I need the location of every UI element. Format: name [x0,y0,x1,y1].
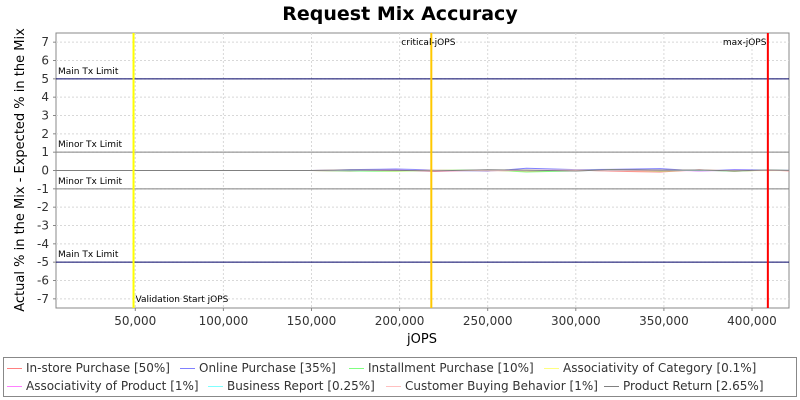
x-tick-label: 250,000 [463,314,513,328]
legend-item: Business Report [0.25%] [208,379,375,393]
marker-label: critical-jOPS [401,38,455,48]
legend-swatch [349,367,364,369]
legend-item: Associativity of Category [0.1%] [544,361,756,375]
limit-line-label: Minor Tx Limit [58,140,123,150]
y-tick-label: 5 [41,72,49,86]
x-tick-label: 350,000 [639,314,689,328]
marker-lines: Validation Start jOPS critical-jOPS max-jO… [132,33,769,308]
series-lines [56,167,790,173]
y-tick-label: 0 [41,164,49,178]
legend-label: Online Purchase [35%] [199,361,336,375]
limit-lines: Main Tx Limit Minor Tx Limit Minor Tx Limi… [56,67,789,263]
x-tick-label: 200,000 [375,314,425,328]
legend-label: Associativity of Category [0.1%] [563,361,757,375]
limit-line-label: Main Tx Limit [58,67,119,77]
x-axis-ticks: 50,000 100,000 150,000 200,000 250,000 300,00… [114,308,777,328]
legend-swatch [604,385,619,387]
marker-label: Validation Start jOPS [136,295,229,305]
x-axis-label: jOPS [406,332,437,347]
legend-label: Product Return [2.65%] [623,379,764,393]
legend-item: Associativity of Product [1%] [7,379,199,393]
series-line-7 [56,169,790,172]
legend-label: Installment Purchase [10%] [368,361,534,375]
series-line-1 [56,167,790,172]
y-tick-label: 4 [41,90,49,104]
legend-swatch [386,385,401,387]
legend-label: In-store Purchase [50%] [26,361,170,375]
y-tick-label: -6 [37,274,49,288]
y-tick-label: 1 [41,145,49,159]
y-tick-label: -2 [37,200,49,214]
legend-swatch [208,385,223,387]
marker-label: max-jOPS [723,38,767,48]
legend-label: Associativity of Product [1%] [26,379,199,393]
y-axis-label: Actual % in the Mix - Expected % in the … [13,28,28,312]
limit-line-label: Main Tx Limit [58,250,119,260]
chart-title: Request Mix Accuracy [282,3,518,25]
y-tick-label: 6 [41,54,49,68]
legend-item: Product Return [2.65%] [604,379,764,393]
legend: In-store Purchase [50%] Online Purchase [… [3,357,797,397]
y-tick-label: -5 [37,255,49,269]
y-tick-label: 2 [41,127,49,141]
y-tick-label: -1 [37,182,49,196]
legend-swatch [7,385,22,387]
x-tick-label: 400,000 [727,314,777,328]
legend-swatch [180,367,195,369]
limit-line-label: Minor Tx Limit [58,177,123,187]
legend-label: Customer Buying Behavior [1%] [405,379,598,393]
legend-item: Customer Buying Behavior [1%] [386,379,598,393]
y-tick-label: -4 [37,237,49,251]
y-tick-label: 7 [41,35,49,49]
x-tick-label: 100,000 [199,314,249,328]
x-tick-label: 150,000 [287,314,337,328]
legend-item: Online Purchase [35%] [180,361,336,375]
y-axis-ticks: -7 -6 -5 -4 -3 -2 -1 0 1 2 3 4 5 6 7 [37,35,56,306]
legend-swatch [7,367,22,369]
legend-swatch [544,367,559,369]
y-tick-label: -7 [37,292,49,306]
y-tick-label: -3 [37,219,49,233]
x-tick-label: 300,000 [551,314,601,328]
x-tick-label: 50,000 [114,314,156,328]
legend-item: In-store Purchase [50%] [7,361,170,375]
legend-item: Installment Purchase [10%] [349,361,534,375]
y-tick-label: 3 [41,109,49,123]
chart: Request Mix Accuracy Main Tx Limit Minor … [13,3,790,347]
legend-label: Business Report [0.25%] [227,379,375,393]
